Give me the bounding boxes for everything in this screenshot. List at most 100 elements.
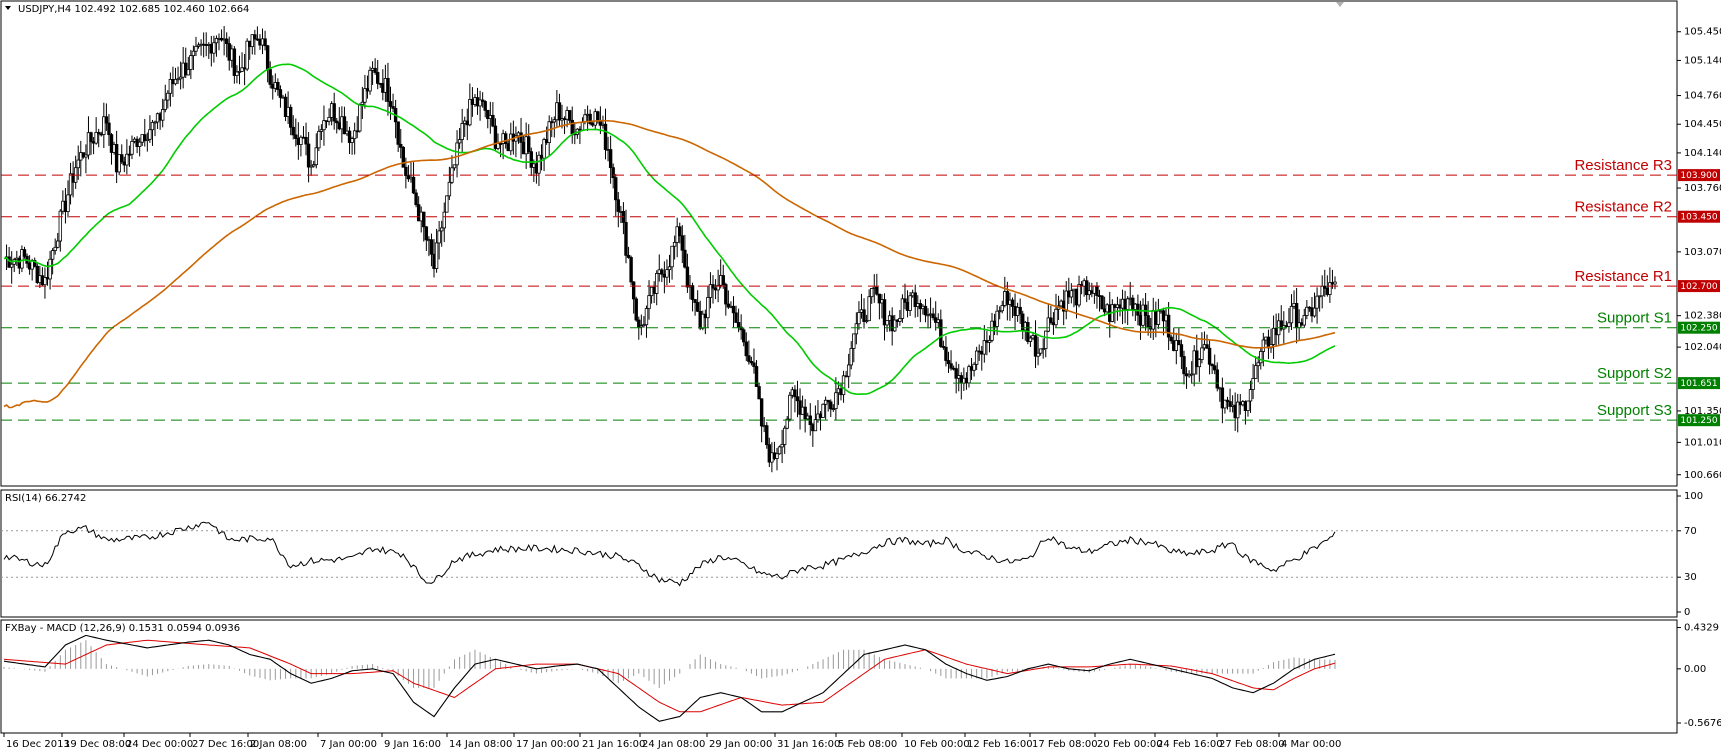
main-pane[interactable] (0, 0, 1678, 487)
candle-body (972, 363, 976, 371)
macd-title: FXBay - MACD (12,26,9) 0.1531 0.0594 0.0… (5, 623, 240, 634)
candle-body (537, 154, 541, 174)
candle-body (672, 242, 677, 247)
candle-body (898, 318, 902, 322)
candle-body (821, 403, 825, 418)
candle-body (846, 364, 851, 377)
candle-body (317, 131, 321, 149)
candle-body (995, 310, 999, 327)
candle-body (424, 226, 429, 241)
candle-body (89, 132, 93, 143)
x-tick-label: 24 Jan 08:00 (642, 739, 705, 750)
candle-body (967, 366, 971, 384)
candle-body (1069, 290, 1074, 298)
x-tick-label: 31 Jan 16:00 (777, 739, 840, 750)
candle-body (701, 313, 705, 329)
candle-body (637, 319, 641, 328)
x-tick-label: 4 Mar 00:00 (1281, 739, 1341, 750)
candle-body (352, 130, 357, 140)
candle-body (276, 82, 280, 91)
y-axis: 105.450 105.140 104.760 104.450 104.140 103.7… (1677, 27, 1721, 729)
candle-body (314, 147, 318, 166)
candle-body (1220, 387, 1225, 409)
candle-body (913, 292, 917, 307)
candle-body (1169, 336, 1173, 342)
candle-body (1125, 298, 1130, 310)
candle-body (1312, 307, 1317, 317)
candle-body (670, 245, 674, 268)
candle-body (885, 320, 889, 326)
candle-body (153, 121, 157, 124)
candle-body (35, 265, 39, 283)
candle-body (335, 120, 339, 124)
candle-body (721, 275, 725, 285)
candle-body (570, 119, 574, 135)
candle-body (831, 408, 836, 411)
candle-body (160, 109, 165, 121)
candle-body (706, 297, 710, 319)
y-tick-label: 70 (1684, 526, 1697, 537)
candle-body (268, 69, 272, 85)
candle-body (1064, 290, 1068, 312)
candle-body (900, 298, 905, 319)
y-tick-label: 101.010 (1684, 437, 1721, 448)
candle-body (711, 284, 715, 289)
scroll-marker-icon[interactable] (1336, 2, 1344, 7)
candle-body (775, 453, 779, 459)
candle-body (734, 312, 738, 323)
candle-body (665, 269, 669, 278)
candle-body (253, 34, 257, 40)
candle-body (33, 260, 37, 267)
candle-body (358, 104, 362, 132)
candle-body (678, 226, 682, 237)
candle-body (931, 313, 935, 319)
candle-body (1236, 401, 1240, 419)
candle-body (224, 38, 229, 45)
candle-body (327, 116, 331, 122)
candle-body (9, 263, 14, 268)
candle-body (1315, 295, 1319, 309)
candle-body (1207, 347, 1212, 365)
levels-layer: Resistance R3 103.900 Resistance R2 103.450… (1, 157, 1720, 427)
candle-body (1010, 299, 1015, 307)
candle-body (309, 165, 313, 168)
x-tick-label: 12 Feb 16:00 (967, 739, 1033, 750)
candle-body (50, 250, 55, 260)
rsi-pane[interactable] (0, 489, 1678, 618)
candle-body (1197, 359, 1202, 368)
candle-body (388, 101, 393, 107)
y-tick-label: 104.140 (1684, 148, 1721, 159)
candle-body (1317, 295, 1322, 298)
candle-body (1156, 310, 1161, 325)
candle-body (186, 69, 190, 76)
candle-body (1251, 378, 1255, 390)
candle-body (386, 78, 390, 102)
candle-body (877, 293, 882, 304)
candle-body (949, 363, 953, 369)
chevron-down-icon[interactable] (5, 6, 11, 10)
candle-body (434, 242, 439, 269)
candle-body (870, 288, 874, 298)
candle-body (716, 284, 720, 291)
candle-body (445, 195, 449, 213)
candle-body (250, 34, 254, 48)
candle-body (1000, 305, 1004, 312)
x-tick-label: 5 Feb 08:00 (838, 739, 897, 750)
candle-body (304, 136, 308, 145)
x-tick-label: 19 Dec 08:00 (64, 739, 131, 750)
candle-body (1182, 356, 1186, 375)
candle-body (557, 102, 562, 121)
level-badge-text: 102.700 (1680, 282, 1717, 292)
candle-body (312, 164, 316, 167)
candle-body (1041, 348, 1045, 350)
candle-body (56, 240, 60, 248)
candle-body (1177, 340, 1181, 346)
macd-pane[interactable] (0, 619, 1678, 734)
candle-body (793, 389, 797, 398)
candle-body (493, 125, 498, 149)
candle-body (614, 177, 618, 201)
candle-body (527, 136, 531, 153)
level-badge-text: 102.250 (1680, 324, 1717, 334)
candle-body (130, 140, 134, 155)
